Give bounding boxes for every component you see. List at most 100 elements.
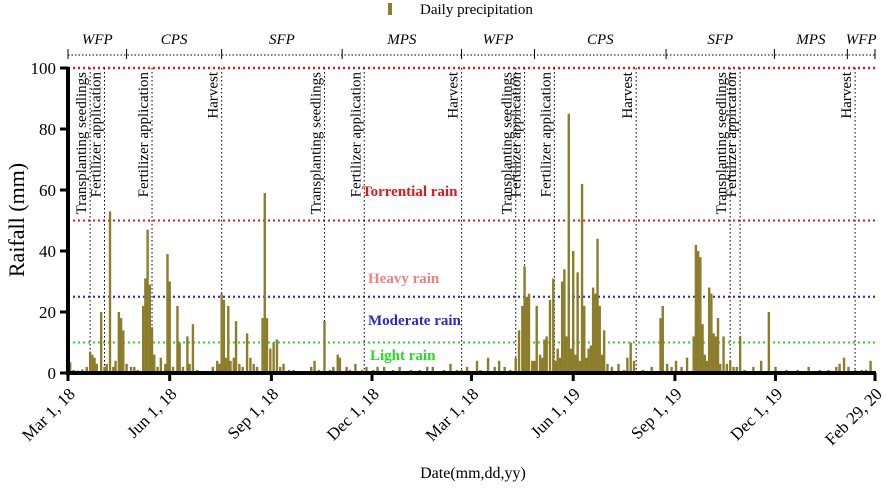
x-tick-label: Jun 1, 18 bbox=[123, 384, 180, 441]
precip-bar bbox=[146, 229, 149, 373]
precip-bar bbox=[245, 333, 249, 373]
precip-bar bbox=[665, 363, 669, 373]
event-label: Fertilizer application bbox=[724, 72, 740, 198]
precip-bar bbox=[269, 348, 272, 373]
precip-bar bbox=[707, 287, 711, 373]
precip-bar bbox=[558, 357, 562, 373]
precip-bar bbox=[517, 330, 521, 373]
precip-bar bbox=[701, 324, 704, 373]
precip-bar bbox=[382, 366, 386, 373]
precip-bar bbox=[150, 327, 154, 373]
precip-bar bbox=[252, 363, 255, 373]
precip-bar bbox=[164, 363, 167, 373]
precip-bar bbox=[108, 211, 112, 373]
period-band: WFP CPS SFP MPS WFP CPS SFP MPS WFP bbox=[67, 32, 877, 59]
precip-bar bbox=[563, 269, 566, 373]
precip-bar bbox=[216, 360, 219, 373]
precip-bar bbox=[523, 266, 526, 373]
event-label: Harvest bbox=[839, 71, 855, 118]
precip-bar bbox=[354, 363, 357, 373]
x-tick-label: Feb 29, 20 bbox=[821, 384, 886, 449]
precip-bar bbox=[91, 354, 94, 373]
precip-bar bbox=[112, 366, 115, 373]
precip-bar bbox=[168, 281, 171, 373]
precip-bar bbox=[617, 363, 620, 373]
precip-bar bbox=[493, 366, 496, 373]
precip-bar bbox=[93, 357, 96, 373]
precip-bar bbox=[598, 305, 601, 373]
precip-bar bbox=[629, 342, 632, 373]
precip-bar bbox=[465, 366, 469, 373]
precip-bar bbox=[332, 366, 335, 373]
precip-bar bbox=[567, 113, 570, 373]
event-label: Transplanting seedlings bbox=[714, 72, 730, 215]
precip-bar bbox=[141, 305, 145, 373]
precip-bar bbox=[585, 357, 588, 373]
threshold-label: Heavy rain bbox=[368, 271, 440, 287]
threshold-label: Moderate rain bbox=[368, 313, 462, 329]
precip-bar bbox=[261, 318, 264, 373]
precip-bar bbox=[178, 342, 181, 373]
precip-bar bbox=[431, 366, 435, 373]
precip-bar bbox=[725, 363, 729, 373]
precip-bar bbox=[670, 366, 673, 373]
precip-bar bbox=[712, 333, 715, 373]
precip-bar bbox=[591, 287, 595, 373]
precip-bar bbox=[255, 366, 259, 373]
event-label: Fertilizer application bbox=[136, 72, 152, 198]
precip-bar bbox=[578, 360, 582, 373]
precip-bar bbox=[719, 363, 722, 373]
precip-bar bbox=[323, 321, 326, 373]
period-label: MPS bbox=[795, 32, 826, 48]
precip-bar bbox=[680, 366, 683, 373]
precip-bar bbox=[241, 366, 244, 373]
period-label: WFP bbox=[483, 32, 514, 48]
y-tick-label: 100 bbox=[31, 59, 57, 78]
period-label: MPS bbox=[386, 32, 417, 48]
precip-bar bbox=[238, 363, 241, 373]
x-axis-title: Date(mm,dd,yy) bbox=[420, 465, 526, 482]
precip-bar bbox=[543, 339, 546, 373]
precip-bar bbox=[159, 357, 163, 373]
x-tick-label: Sep 1, 19 bbox=[627, 384, 686, 443]
precip-bar bbox=[117, 312, 121, 373]
precip-bar bbox=[541, 357, 544, 373]
precip-bar bbox=[580, 183, 584, 373]
precip-bar bbox=[710, 293, 713, 373]
precip-bar bbox=[275, 339, 279, 373]
precip-bar bbox=[119, 318, 123, 373]
precip-bar bbox=[191, 324, 195, 373]
x-tick-label: Dec 1, 19 bbox=[726, 384, 786, 444]
precip-bar bbox=[171, 366, 175, 373]
precip-bar bbox=[336, 354, 339, 373]
precip-bar bbox=[752, 366, 755, 373]
precip-bar bbox=[186, 336, 189, 373]
period-label: CPS bbox=[161, 32, 188, 48]
precip-bar bbox=[659, 318, 662, 373]
precip-bar bbox=[650, 366, 653, 373]
precip-bar bbox=[774, 366, 777, 373]
precip-bar bbox=[735, 366, 739, 373]
precip-bar bbox=[732, 366, 735, 373]
precip-bar bbox=[610, 366, 614, 373]
precip-bar bbox=[835, 366, 838, 373]
threshold-label: Light rain bbox=[370, 348, 436, 364]
precip-bar bbox=[449, 363, 452, 373]
precip-bar bbox=[125, 363, 128, 373]
precip-bar bbox=[376, 366, 379, 373]
precip-bar bbox=[224, 357, 228, 373]
precip-bar bbox=[696, 251, 700, 373]
y-tick-label: 20 bbox=[39, 303, 56, 322]
precip-bar bbox=[272, 342, 275, 373]
precip-bar bbox=[847, 366, 850, 373]
x-tick-label: Mar 1, 18 bbox=[18, 384, 79, 445]
precip-bar bbox=[99, 312, 103, 373]
precip-bar bbox=[338, 357, 342, 373]
precip-bar bbox=[589, 345, 593, 373]
precip-bar bbox=[148, 284, 152, 373]
event-label: Fertilizer application bbox=[538, 72, 554, 198]
x-tick-label: Sep 1, 18 bbox=[224, 384, 283, 443]
precip-bar bbox=[345, 366, 348, 373]
